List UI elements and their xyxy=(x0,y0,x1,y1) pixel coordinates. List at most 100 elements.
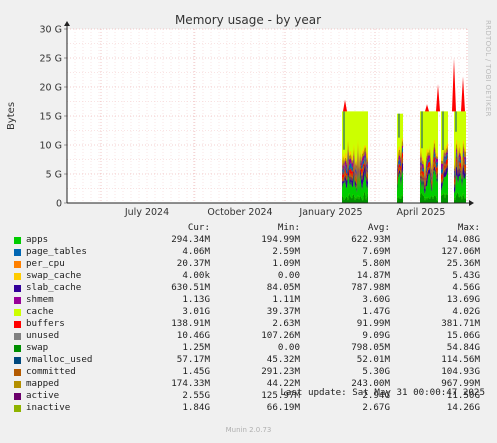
legend-value-cur: 1.13G xyxy=(182,294,210,305)
area-band xyxy=(342,153,368,186)
legend-value-cur: 174.33M xyxy=(171,378,210,389)
area-band xyxy=(454,163,466,194)
y-tick-label: 25 G xyxy=(40,54,62,65)
area-band xyxy=(397,145,403,175)
legend-series-name: vmalloc_used xyxy=(26,354,93,365)
legend-value-min: 1.09M xyxy=(272,258,300,269)
area-band xyxy=(454,146,466,175)
legend-series-name: committed xyxy=(26,366,76,377)
legend-series-name: swap_cache xyxy=(26,270,82,281)
x-tick-label: January 2025 xyxy=(298,207,362,218)
legend-swatch xyxy=(14,261,21,268)
legend-value-cur: 4.06M xyxy=(182,246,210,257)
y-tick-label: 0 xyxy=(56,199,62,210)
legend-value-avg: 7.69M xyxy=(362,246,390,257)
legend-series-name: mapped xyxy=(26,378,60,389)
legend-value-min: 291.23M xyxy=(261,366,300,377)
area-band xyxy=(397,151,403,184)
legend-value-max: 114.56M xyxy=(441,354,480,365)
area-band xyxy=(420,142,438,180)
rrdtool-credit: RRDTOOL / TOBI OETIKER xyxy=(484,20,492,117)
area-band xyxy=(420,166,438,195)
legend-value-avg: 2.94G xyxy=(362,390,390,401)
legend-value-min: 66.19M xyxy=(266,402,300,413)
area-band xyxy=(342,155,368,190)
legend-value-avg: 9.09G xyxy=(362,330,390,341)
legend-value-cur: 1.25M xyxy=(182,342,210,353)
legend-value-cur: 10.46G xyxy=(176,330,210,341)
legend-value-max: 14.26G xyxy=(446,402,480,413)
area-band xyxy=(441,151,448,176)
y-tick-label: 5 G xyxy=(46,170,62,181)
legend: Cur: Min: Avg: Max: apps 294.34M 194.99M 62… xyxy=(12,222,492,414)
legend-swatch xyxy=(14,249,21,256)
area-swap-spike xyxy=(461,76,465,112)
memory-chart: Memory usage - by year 0 5 G 10 G 15 G 20 G 2… xyxy=(6,13,474,218)
legend-swatch xyxy=(14,381,21,388)
legend-col-min: Min: xyxy=(277,222,300,233)
legend-row-slab_cache: slab_cache 630.51M 84.05M 787.98M 4.56G xyxy=(12,282,492,294)
legend-swatch xyxy=(14,357,21,364)
legend-swatch xyxy=(14,369,21,376)
legend-row-apps: apps 294.34M 194.99M 622.93M 14.08G xyxy=(12,234,492,246)
y-axis-arrow xyxy=(64,21,70,26)
legend-col-cur: Cur: xyxy=(187,222,210,233)
legend-value-max: 13.69G xyxy=(446,294,480,305)
data-areas xyxy=(342,58,466,203)
legend-series-name: shmem xyxy=(26,294,54,305)
legend-row-committed: committed 1.45G 291.23M 5.30G 104.93G xyxy=(12,366,492,378)
y-tick-label: 15 G xyxy=(40,112,62,123)
legend-swatch xyxy=(14,309,21,316)
area-band xyxy=(454,192,466,203)
area-band xyxy=(441,192,448,203)
area-band xyxy=(397,194,403,203)
legend-col-max: Max: xyxy=(457,222,480,233)
legend-series-name: buffers xyxy=(26,318,65,329)
legend-value-avg: 798.05M xyxy=(351,342,390,353)
area-band xyxy=(342,161,368,194)
legend-row-swap: swap 1.25M 0.00 798.05M 54.84G xyxy=(12,342,492,354)
legend-value-cur: 1.84G xyxy=(182,402,210,413)
y-tick-label: 30 G xyxy=(40,25,62,36)
legend-value-avg: 5.30G xyxy=(362,366,390,377)
legend-value-avg: 3.60G xyxy=(362,294,390,305)
area-band xyxy=(420,169,438,202)
x-tick-label: July 2024 xyxy=(124,207,169,218)
legend-series-name: page_tables xyxy=(26,246,87,257)
axes: 0 5 G 10 G 15 G 20 G 25 G 30 G July 2024 October… xyxy=(40,21,474,218)
legend-value-min: 107.26M xyxy=(261,330,300,341)
legend-value-max: 127.06M xyxy=(441,246,480,257)
legend-value-max: 15.06G xyxy=(446,330,480,341)
y-tick-label: 20 G xyxy=(40,83,62,94)
area-band xyxy=(420,150,438,185)
x-axis-arrow xyxy=(469,200,474,206)
legend-value-avg: 91.99M xyxy=(356,318,390,329)
area-band xyxy=(420,145,438,183)
area-band xyxy=(397,157,403,187)
area-band xyxy=(342,147,368,180)
x-tick-label: April 2025 xyxy=(397,207,446,218)
legend-series-name: unused xyxy=(26,330,60,341)
area-swap-spike xyxy=(343,99,347,112)
legend-value-avg: 2.67G xyxy=(362,402,390,413)
legend-value-cur: 630.51M xyxy=(171,282,210,293)
legend-value-max: 104.93G xyxy=(441,366,480,377)
area-band xyxy=(342,141,368,173)
area-band xyxy=(441,163,448,192)
chart-title: Memory usage - by year xyxy=(175,13,321,27)
area-band xyxy=(420,192,438,203)
area-band xyxy=(454,157,466,189)
area-band xyxy=(397,162,403,192)
legend-series-name: apps xyxy=(26,234,49,245)
legend-swatch xyxy=(14,285,21,292)
legend-value-avg: 243.00M xyxy=(351,378,390,389)
legend-value-max: 967.99M xyxy=(441,378,480,389)
area-band xyxy=(342,192,368,203)
legend-swatch xyxy=(14,321,21,328)
area-swap-spike xyxy=(452,58,456,112)
legend-swatch xyxy=(14,237,21,244)
legend-row-unused: unused 10.46G 107.26M 9.09G 15.06G xyxy=(12,330,492,342)
legend-swatch xyxy=(14,405,21,412)
legend-value-min: 194.99M xyxy=(261,234,300,245)
area-band xyxy=(397,169,403,201)
